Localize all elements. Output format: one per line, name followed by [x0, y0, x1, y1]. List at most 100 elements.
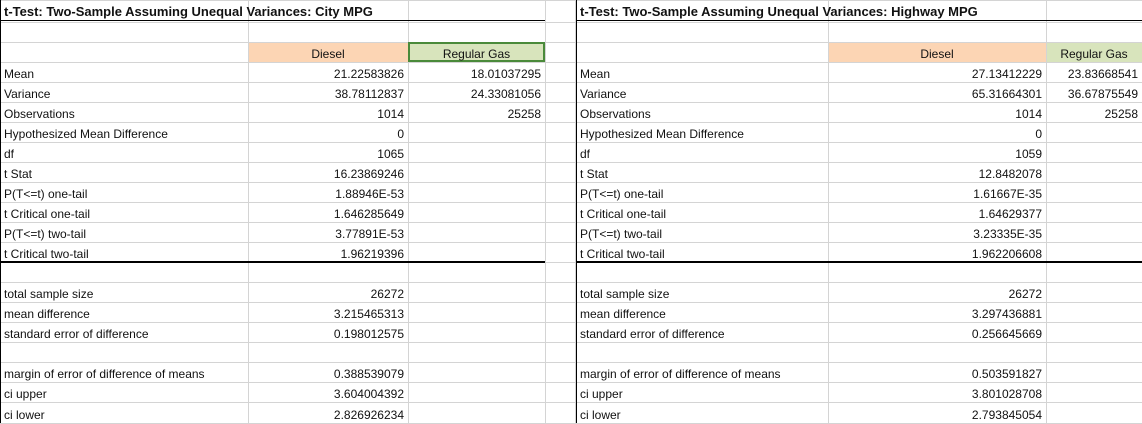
stat-regular-value[interactable]: [1046, 202, 1142, 222]
gridline: [0, 362, 1142, 363]
table-title[interactable]: t-Test: Two-Sample Assuming Unequal Vari…: [0, 0, 560, 20]
table-title[interactable]: t-Test: Two-Sample Assuming Unequal Vari…: [576, 0, 1136, 20]
stat-regular-value[interactable]: [408, 202, 545, 222]
stat-diesel-value[interactable]: 1014: [828, 102, 1046, 122]
stat-label[interactable]: t Critical one-tail: [576, 202, 828, 222]
summary-value[interactable]: 3.297436881: [828, 302, 1046, 322]
stat-diesel-value[interactable]: 1059: [828, 142, 1046, 162]
summary-label[interactable]: mean difference: [0, 302, 248, 322]
summary-label[interactable]: total sample size: [0, 282, 248, 302]
stat-label-text: Variance: [4, 87, 51, 101]
stat-label[interactable]: t Critical two-tail: [576, 242, 828, 262]
stat-regular-value[interactable]: [408, 142, 545, 162]
stat-regular-value[interactable]: [1046, 122, 1142, 142]
stat-label[interactable]: P(T<=t) one-tail: [576, 182, 828, 202]
stat-diesel-value[interactable]: 1.646285649: [248, 202, 408, 222]
gridline: [545, 0, 546, 423]
summary-label[interactable]: standard error of difference: [0, 322, 248, 342]
ci-label[interactable]: ci lower: [576, 402, 828, 423]
summary-value[interactable]: 26272: [248, 282, 408, 302]
stat-label[interactable]: P(T<=t) two-tail: [576, 222, 828, 242]
stat-regular-value[interactable]: [1046, 162, 1142, 182]
ci-value[interactable]: 0.388539079: [248, 362, 408, 382]
stat-label[interactable]: P(T<=t) two-tail: [0, 222, 248, 242]
stat-label[interactable]: Mean: [0, 62, 248, 82]
stat-diesel-value[interactable]: 0: [248, 122, 408, 142]
stat-label[interactable]: Observations: [576, 102, 828, 122]
ci-value[interactable]: 0.503591827: [828, 362, 1046, 382]
stat-diesel-value[interactable]: 1065: [248, 142, 408, 162]
stat-diesel-value-text: 1.88946E-53: [335, 187, 404, 201]
ci-value[interactable]: 3.604004392: [248, 382, 408, 402]
stat-diesel-value[interactable]: 1.96219396: [248, 242, 408, 262]
header-diesel[interactable]: Diesel: [248, 42, 408, 62]
stat-regular-value[interactable]: [408, 162, 545, 182]
stat-regular-value[interactable]: [408, 182, 545, 202]
stat-diesel-value[interactable]: 1.88946E-53: [248, 182, 408, 202]
summary-label[interactable]: standard error of difference: [576, 322, 828, 342]
ci-label[interactable]: ci upper: [0, 382, 248, 402]
stat-regular-value[interactable]: 25258: [1046, 102, 1142, 122]
stat-label-text: Mean: [580, 67, 611, 81]
stat-label-text: P(T<=t) one-tail: [4, 187, 88, 201]
stat-label[interactable]: df: [0, 142, 248, 162]
stat-regular-value[interactable]: [408, 122, 545, 142]
stat-regular-value[interactable]: [408, 242, 545, 262]
summary-label[interactable]: total sample size: [576, 282, 828, 302]
summary-value[interactable]: 0.198012575: [248, 322, 408, 342]
stat-diesel-value[interactable]: 3.23335E-35: [828, 222, 1046, 242]
stat-diesel-value[interactable]: 12.8482078: [828, 162, 1046, 182]
ci-label[interactable]: ci upper: [576, 382, 828, 402]
stat-label[interactable]: Observations: [0, 102, 248, 122]
stat-regular-value[interactable]: [1046, 222, 1142, 242]
summary-value[interactable]: 26272: [828, 282, 1046, 302]
stat-diesel-value[interactable]: 65.31664301: [828, 82, 1046, 102]
stat-label[interactable]: Variance: [0, 82, 248, 102]
stat-label[interactable]: Mean: [576, 62, 828, 82]
ci-label[interactable]: ci lower: [0, 402, 248, 423]
header-regular-gas[interactable]: Regular Gas: [1046, 42, 1142, 62]
stat-regular-value[interactable]: 23.83668541: [1046, 62, 1142, 82]
stat-label[interactable]: Variance: [576, 82, 828, 102]
stat-diesel-value[interactable]: 21.22583826: [248, 62, 408, 82]
header-diesel[interactable]: Diesel: [828, 42, 1046, 62]
gridline: [0, 382, 1142, 383]
stat-diesel-value[interactable]: 1.64629377: [828, 202, 1046, 222]
ci-label[interactable]: margin of error of difference of means: [576, 362, 828, 382]
stat-label[interactable]: t Stat: [576, 162, 828, 182]
stat-label[interactable]: df: [576, 142, 828, 162]
border-line: [0, 20, 545, 21]
stat-label[interactable]: t Stat: [0, 162, 248, 182]
summary-value[interactable]: 0.256645669: [828, 322, 1046, 342]
summary-label[interactable]: mean difference: [576, 302, 828, 322]
stat-regular-value[interactable]: [1046, 182, 1142, 202]
ci-value[interactable]: 2.826926234: [248, 402, 408, 423]
stat-diesel-value[interactable]: 3.77891E-53: [248, 222, 408, 242]
stat-regular-value[interactable]: [1046, 142, 1142, 162]
stat-regular-value[interactable]: [1046, 242, 1142, 262]
stat-label[interactable]: Hypothesized Mean Difference: [0, 122, 248, 142]
stat-diesel-value[interactable]: 0: [828, 122, 1046, 142]
stat-diesel-value[interactable]: 1.962206608: [828, 242, 1046, 262]
stat-regular-value[interactable]: 36.67875549: [1046, 82, 1142, 102]
stat-label[interactable]: P(T<=t) one-tail: [0, 182, 248, 202]
ci-label[interactable]: margin of error of difference of means: [0, 362, 248, 382]
summary-value[interactable]: 3.215465313: [248, 302, 408, 322]
stat-diesel-value[interactable]: 1.61667E-35: [828, 182, 1046, 202]
stat-regular-value[interactable]: 18.01037295: [408, 62, 545, 82]
stat-label[interactable]: t Critical one-tail: [0, 202, 248, 222]
ci-value[interactable]: 2.793845054: [828, 402, 1046, 423]
stat-label[interactable]: t Critical two-tail: [0, 242, 248, 262]
stat-label-text: P(T<=t) one-tail: [580, 187, 664, 201]
stat-diesel-value[interactable]: 16.23869246: [248, 162, 408, 182]
stat-diesel-value[interactable]: 38.78112837: [248, 82, 408, 102]
stat-regular-value[interactable]: [408, 222, 545, 242]
ci-value-text: 0.388539079: [333, 367, 404, 381]
stat-regular-value[interactable]: 24.33081056: [408, 82, 545, 102]
ci-value[interactable]: 3.801028708: [828, 382, 1046, 402]
stat-diesel-value[interactable]: 27.13412229: [828, 62, 1046, 82]
stat-label[interactable]: Hypothesized Mean Difference: [576, 122, 828, 142]
stat-regular-value[interactable]: 25258: [408, 102, 545, 122]
stat-diesel-value[interactable]: 1014: [248, 102, 408, 122]
header-regular-gas[interactable]: Regular Gas: [408, 42, 545, 62]
